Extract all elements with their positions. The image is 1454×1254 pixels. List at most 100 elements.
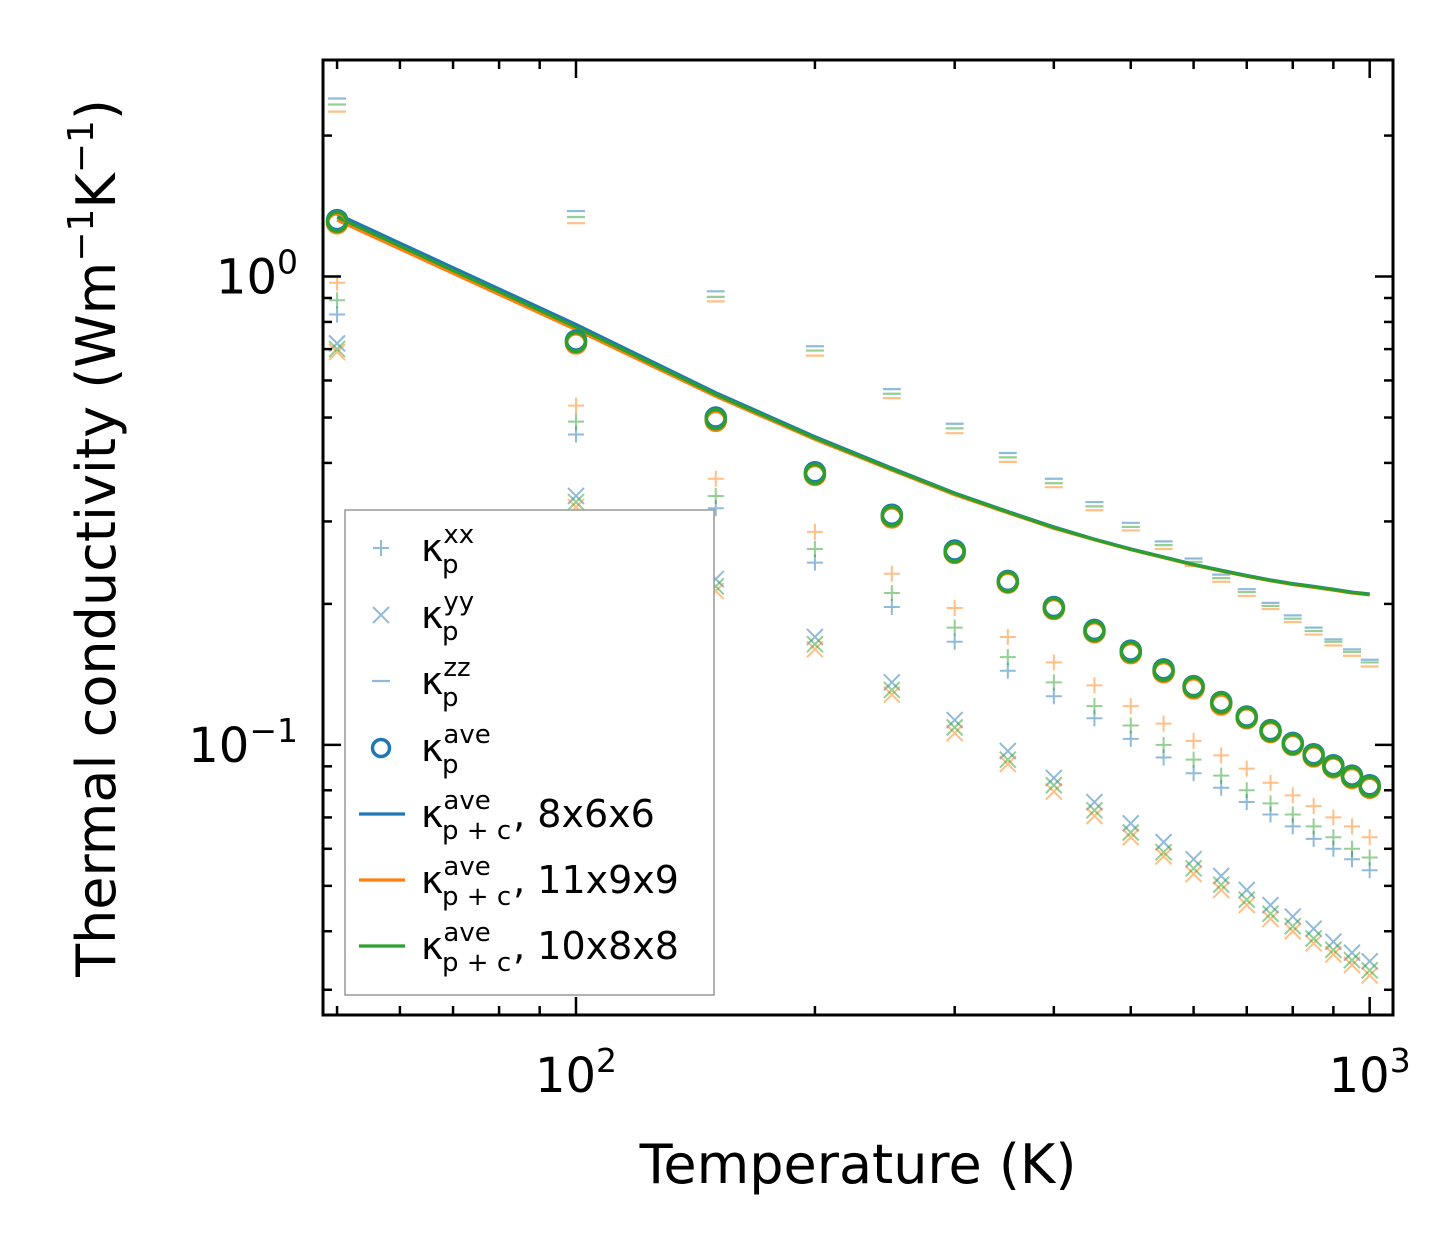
kxx-point [1262,774,1279,791]
kave-point [704,407,728,431]
kxx-point [1155,736,1172,753]
kave-point [1358,775,1381,798]
legend-label: κzz p [421,653,471,713]
y-axis-label: Thermal conductivity (Wm−1K−1) [61,99,128,978]
kyy-point [999,755,1017,773]
kxx-point [1185,751,1202,768]
kxx-point [329,292,346,309]
kave-point [1259,719,1282,743]
kxx-point [1045,688,1062,705]
y-tick-label: 100 [216,243,298,306]
kxx-point [1344,818,1360,835]
kyy-point [883,685,901,704]
kyy-point [1261,896,1280,914]
kave-point [943,540,966,564]
kyy-point [1154,843,1173,861]
kyy-point [1360,966,1379,985]
kxx-point [1344,840,1360,857]
kxx-point [806,540,823,557]
kave-circles-10x8x8 [325,210,1381,798]
kyy-point [1304,934,1323,953]
kave-point [1083,619,1106,643]
kyy-point [1154,847,1173,866]
kyy-point [1261,910,1280,928]
kxx-point [1213,767,1230,784]
kyy-point [328,340,346,358]
legend-entry: κxx p [373,520,474,580]
legend-label: κave p [421,720,491,780]
kave-point [1235,706,1258,729]
kxx-point [883,565,900,582]
kave-point [880,504,904,528]
kxx-point [946,600,963,617]
kxx-point [1122,717,1139,734]
kxx-point [1155,715,1172,732]
kxx-point [329,306,346,323]
kxx-point [999,628,1016,645]
kxx-point [883,585,900,602]
kyy-point [1360,961,1379,980]
legend-label: κave p + c, 10x8x8 [421,918,679,978]
kxx-point [1361,829,1378,846]
kxx-point [1086,677,1103,694]
kave-point [1042,596,1066,620]
kxx-point [707,487,724,504]
kyy-point [328,343,346,361]
tick-labels: 102 103 10−1 100 [188,243,1410,1104]
x-tick-label: 103 [1329,1041,1411,1104]
legend-label: κave p + c, 8x6x6 [421,786,655,846]
kyy-point [1238,891,1256,909]
kave-point [1281,732,1305,756]
kyy-point [1324,945,1343,964]
y-tick-label: 10−1 [188,711,298,774]
kxx-point [1305,818,1322,835]
kyy-point [1184,850,1203,868]
kxx-point [1284,806,1301,823]
kyy-point [883,681,901,699]
series-markers-11x9x9 [328,110,1379,985]
kyy-point [1238,896,1256,914]
kave-point [1340,765,1364,789]
kyy-point [1085,801,1104,820]
kxx-point [1262,795,1279,812]
kyy-point [1343,943,1361,962]
kxx-point [1122,730,1139,747]
kave-point [1152,659,1175,682]
legend-label: κyy p [421,587,474,647]
plot-area [325,97,1381,985]
kxx-point [1086,698,1103,715]
kxx-point [1284,787,1301,804]
kyy-point [806,640,824,658]
kyy-point [1085,793,1104,811]
kave-point [564,330,588,354]
x-axis-label: Temperature (K) [639,1133,1077,1196]
kxx-point [806,554,823,571]
kyy-point [1212,867,1230,885]
kyy-point [1045,776,1063,794]
kxx-point [1361,849,1378,866]
kxx-point [1238,760,1255,777]
kave-point [1302,744,1325,767]
kyy-point [1324,941,1343,959]
legend-entry: κave p + c, 10x8x8 [359,918,679,978]
kyy-point [1122,823,1140,842]
kxx-point [567,397,584,414]
kxx-point [806,523,823,540]
x-tick-label: 102 [535,1041,617,1104]
kyy-point [1360,952,1379,971]
legend-handle-x [372,606,390,624]
kyy-point [1212,881,1230,899]
kyy-point [1284,917,1302,935]
kyy-point [1212,875,1230,894]
kave-point [996,570,1020,594]
kyy-point [1343,951,1361,969]
kyy-point [806,635,824,653]
kyy-point [999,750,1017,769]
kave-point [1182,675,1205,699]
kyy-point [806,628,824,646]
kxx-point [883,598,900,615]
plot-frame [321,58,1395,1017]
kyy-point [945,718,964,737]
